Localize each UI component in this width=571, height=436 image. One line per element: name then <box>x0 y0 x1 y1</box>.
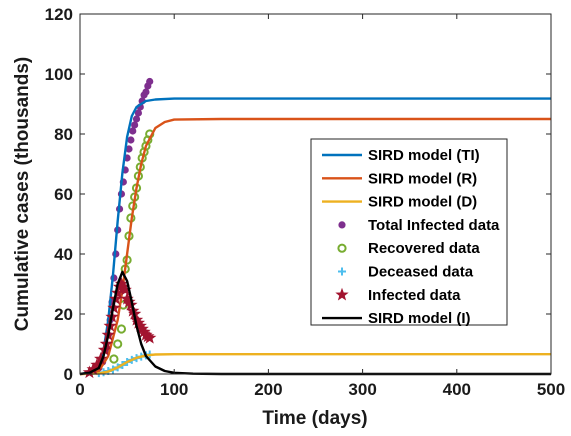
data-point <box>129 127 137 135</box>
x-tick-label: 400 <box>443 380 471 399</box>
data-point <box>134 109 143 117</box>
data-point <box>129 313 144 326</box>
data-point <box>132 115 141 123</box>
data-point <box>109 354 119 364</box>
x-tick-label: 0 <box>75 380 84 399</box>
x-tick-label: 100 <box>160 380 188 399</box>
x-axis-label: Time (days) <box>262 408 367 429</box>
y-tick-label: 0 <box>64 365 73 384</box>
data-point <box>142 88 150 96</box>
series-layer <box>79 77 551 379</box>
data-point <box>114 277 129 290</box>
data-point <box>133 319 147 332</box>
data-point <box>143 331 157 344</box>
data-point <box>116 280 130 293</box>
x-tick-label: 300 <box>348 380 376 399</box>
legend-marker-swatch <box>335 287 349 301</box>
y-tick-label: 80 <box>54 125 73 144</box>
x-tick-label: 200 <box>254 380 282 399</box>
y-tick-label: 100 <box>45 65 73 84</box>
legend-marker-swatch <box>338 267 346 276</box>
legend-label: Infected data <box>368 287 461 304</box>
y-tick-label: 60 <box>54 185 73 204</box>
y-tick-label: 20 <box>54 305 73 324</box>
data-point <box>124 298 138 311</box>
data-point <box>131 316 146 329</box>
legend-label: SIRD model (I) <box>368 310 471 327</box>
y-axis-label: Cumulative cases (thousands) <box>12 57 33 332</box>
legend-label: Total Infected data <box>368 217 500 234</box>
legend-label: Deceased data <box>368 264 474 281</box>
data-point <box>86 362 100 376</box>
data-point <box>94 352 108 365</box>
data-point <box>120 292 134 305</box>
data-point <box>118 283 132 296</box>
data-point <box>116 324 127 334</box>
y-tick-label: 120 <box>45 5 73 24</box>
legend-marker-swatch <box>338 221 346 229</box>
data-point <box>122 295 136 308</box>
data-point <box>146 77 154 86</box>
data-point <box>131 121 139 129</box>
x-tick-label: 500 <box>537 380 565 399</box>
data-point <box>137 325 151 338</box>
data-point <box>125 145 133 153</box>
legend-label: Recovered data <box>368 240 480 257</box>
axis-layer: 0 100 200 300 400 500 0 20 40 60 80 100 120 <box>45 5 566 399</box>
legend-label: SIRD model (R) <box>368 170 477 187</box>
data-point <box>111 286 125 299</box>
data-point <box>135 322 149 335</box>
legend-label: SIRD model (D) <box>368 194 477 211</box>
legend-label: SIRD model (TI) <box>368 147 480 164</box>
legend-marker-swatch <box>337 243 347 253</box>
y-tick-label: 40 <box>54 245 73 264</box>
data-point <box>127 136 135 144</box>
legend: SIRD model (TI) SIRD model (R) SIRD model … <box>310 138 508 327</box>
data-point <box>113 339 123 349</box>
